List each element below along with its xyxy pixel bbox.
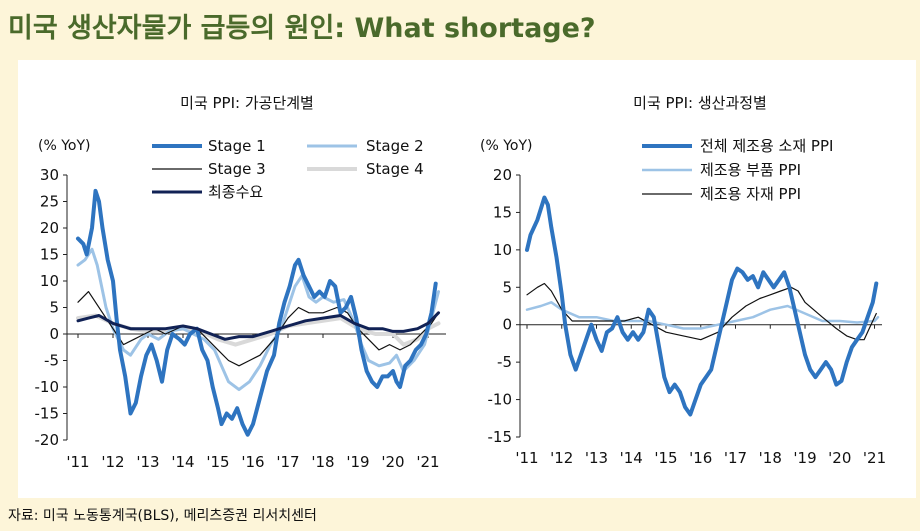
right-xtick-label: '14	[620, 449, 643, 467]
left-ytick-label: -10	[35, 378, 60, 396]
left-xtick-label: '12	[101, 453, 124, 471]
left-xtick-label: '15	[206, 453, 229, 471]
left-ytick-label: 10	[40, 272, 59, 290]
left-ytick-label: -20	[35, 431, 60, 449]
chart-right-ylabel: (% YoY)	[480, 138, 533, 154]
left-xtick-label: '20	[381, 453, 404, 471]
legend-label-total: 전체 제조용 소재 PPI	[700, 137, 833, 155]
right-xtick-label: '19	[793, 449, 816, 467]
chart-left-legend: Stage 1 Stage 2 Stage 3 Stage 4 최종수요	[152, 137, 424, 201]
legend-label-materials: 제조용 자재 PPI	[700, 185, 801, 203]
left-series-line	[77, 291, 440, 367]
chart-right-title: 미국 PPI: 생산과정별	[633, 94, 767, 112]
left-xtick-label: '13	[136, 453, 159, 471]
right-xtick-label: '17	[724, 449, 747, 467]
right-ytick-label: 20	[493, 166, 512, 184]
left-xtick-label: '21	[416, 453, 439, 471]
left-series-line	[76, 311, 440, 341]
left-series-line	[76, 247, 440, 392]
left-xtick-label: '18	[311, 453, 334, 471]
legend-label-parts: 제조용 부품 PPI	[700, 161, 801, 179]
left-xtick-label: '17	[276, 453, 299, 471]
left-xtick-label: '19	[346, 453, 369, 471]
left-ytick-label: -15	[35, 405, 60, 423]
left-series-line	[76, 188, 438, 437]
left-ytick-label: 0	[49, 325, 59, 343]
right-ytick-label: -15	[488, 428, 513, 446]
legend-label-stage3: Stage 3	[208, 160, 266, 178]
right-series-line	[525, 195, 879, 417]
chart-left: 미국 PPI: 가공단계별 (% YoY) -20 -15 -10 -5 0 5 10 15 2…	[35, 94, 446, 471]
right-xtick-label: '18	[759, 449, 782, 467]
left-xtick-label: '11	[66, 453, 89, 471]
right-ytick-label: -5	[497, 353, 512, 371]
right-series-line	[525, 301, 880, 330]
legend-label-stage2: Stage 2	[366, 137, 424, 155]
right-xtick-label: '15	[654, 449, 677, 467]
left-ytick-label: 20	[40, 219, 59, 237]
right-ytick-label: 5	[502, 278, 512, 296]
legend-label-final: 최종수요	[208, 183, 263, 201]
chart-right: 미국 PPI: 생산과정별 (% YoY) -15 -10 -5 0 5 10 15 20 '…	[480, 94, 886, 467]
left-ytick-label: 15	[40, 246, 59, 264]
page-title: 미국 생산자물가 급등의 원인: What shortage?	[8, 13, 596, 44]
right-ytick-label: 15	[493, 203, 512, 221]
legend-label-stage4: Stage 4	[366, 160, 424, 178]
chart-left-title: 미국 PPI: 가공단계별	[180, 94, 314, 112]
right-xtick-label: '13	[585, 449, 608, 467]
legend-label-stage1: Stage 1	[208, 137, 266, 155]
chart-right-legend: 전체 제조용 소재 PPI 제조용 부품 PPI 제조용 자재 PPI	[642, 137, 833, 203]
right-ytick-label: -10	[488, 391, 513, 409]
chart-left-ylabel: (% YoY)	[38, 138, 91, 154]
right-xtick-label: '11	[515, 449, 538, 467]
right-xtick-label: '21	[863, 449, 886, 467]
left-xtick-label: '14	[171, 453, 194, 471]
right-xtick-label: '20	[828, 449, 851, 467]
source-note: 자료: 미국 노동통계국(BLS), 메리츠증권 리서치센터	[8, 508, 317, 524]
left-ytick-label: 5	[49, 299, 59, 317]
left-ytick-label: 30	[40, 166, 59, 184]
right-xtick-label: '16	[689, 449, 712, 467]
right-ytick-label: 10	[493, 241, 512, 259]
right-ytick-label: 0	[502, 316, 512, 334]
left-ytick-label: 25	[40, 193, 59, 211]
right-xtick-label: '12	[550, 449, 573, 467]
right-series-line	[526, 282, 877, 341]
left-ytick-label: -5	[44, 352, 59, 370]
left-xtick-label: '16	[241, 453, 264, 471]
